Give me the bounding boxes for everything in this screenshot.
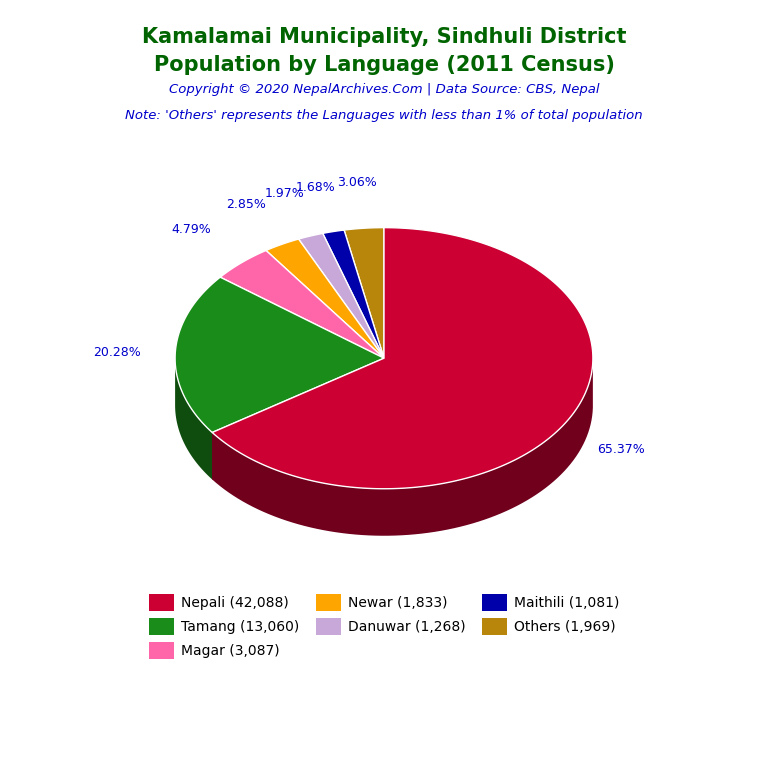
Text: 65.37%: 65.37% (597, 443, 644, 456)
Text: Copyright © 2020 NepalArchives.Com | Data Source: CBS, Nepal: Copyright © 2020 NepalArchives.Com | Dat… (169, 83, 599, 96)
Polygon shape (212, 361, 593, 536)
Polygon shape (212, 358, 384, 479)
Text: 1.68%: 1.68% (296, 180, 336, 194)
Text: Kamalamai Municipality, Sindhuli District: Kamalamai Municipality, Sindhuli Distric… (142, 27, 626, 47)
Text: 3.06%: 3.06% (337, 176, 377, 189)
Text: 4.79%: 4.79% (172, 223, 211, 236)
Polygon shape (175, 359, 212, 479)
Polygon shape (299, 233, 384, 358)
Polygon shape (212, 227, 593, 488)
Polygon shape (266, 239, 384, 358)
Polygon shape (220, 250, 384, 358)
Text: 1.97%: 1.97% (265, 187, 305, 200)
Text: 20.28%: 20.28% (93, 346, 141, 359)
Text: 2.85%: 2.85% (227, 198, 266, 211)
Polygon shape (212, 358, 384, 479)
Legend: Nepali (42,088), Tamang (13,060), Magar (3,087), Newar (1,833), Danuwar (1,268),: Nepali (42,088), Tamang (13,060), Magar … (144, 589, 624, 664)
Text: Population by Language (2011 Census): Population by Language (2011 Census) (154, 55, 614, 75)
Polygon shape (212, 358, 384, 479)
Polygon shape (175, 277, 384, 432)
Polygon shape (323, 230, 384, 358)
Polygon shape (344, 227, 384, 358)
Text: Note: 'Others' represents the Languages with less than 1% of total population: Note: 'Others' represents the Languages … (125, 109, 643, 122)
